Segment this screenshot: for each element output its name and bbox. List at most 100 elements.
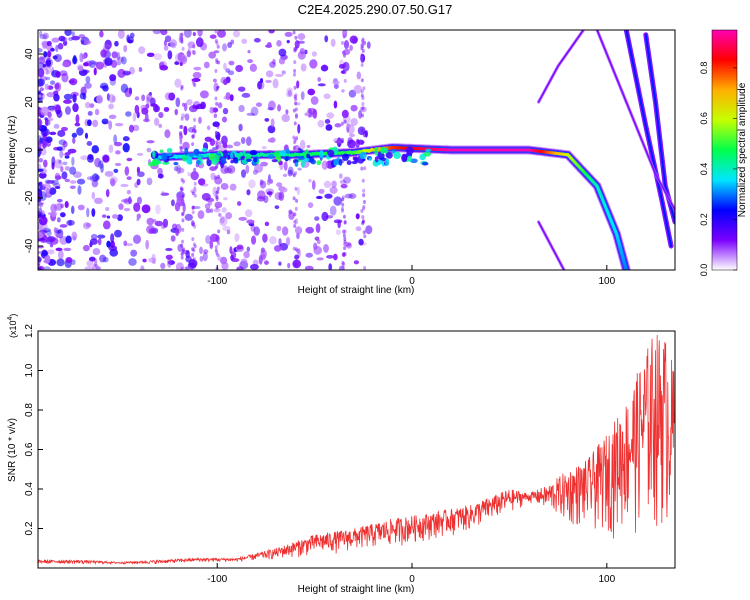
noise-blob — [246, 246, 251, 252]
noise-blob — [55, 229, 62, 234]
noise-blob — [113, 141, 123, 147]
noise-blob — [69, 78, 78, 86]
streak-blob — [342, 34, 346, 39]
noise-blob — [222, 43, 227, 52]
streak-blob — [361, 49, 365, 54]
streak-blob — [217, 174, 221, 179]
noise-blob — [120, 83, 129, 93]
noise-blob — [172, 223, 178, 230]
noise-blob — [246, 189, 251, 196]
noise-blob — [223, 197, 228, 201]
streak-blob — [292, 30, 296, 35]
noise-blob — [223, 78, 228, 86]
noise-blob — [38, 94, 42, 98]
track-blob — [206, 158, 212, 167]
noise-blob — [322, 64, 327, 70]
noise-blob — [267, 125, 276, 134]
noise-blob — [174, 108, 178, 116]
noise-blob — [286, 87, 293, 94]
noise-blob — [353, 260, 360, 265]
noise-blob — [294, 254, 300, 260]
streak-blob — [181, 227, 185, 232]
track-blob — [359, 151, 367, 160]
noise-blob — [132, 124, 140, 132]
track-blob — [297, 156, 305, 161]
colorbar-tick-label: 0.4 — [699, 163, 709, 176]
streak-blob — [193, 193, 197, 198]
track-blob — [185, 156, 193, 165]
noise-blob — [44, 254, 51, 264]
noise-blob — [157, 173, 164, 179]
noise-blob — [115, 150, 121, 155]
track-blob — [401, 153, 407, 163]
noise-blob — [330, 38, 336, 47]
streak-blob — [192, 44, 196, 49]
noise-blob — [273, 245, 282, 252]
noise-blob — [111, 95, 116, 103]
noise-blob — [59, 212, 66, 218]
streak-blob — [181, 218, 185, 223]
noise-blob — [283, 161, 288, 171]
streak-blob — [180, 266, 184, 270]
colorbar-tick-label: 0.8 — [699, 62, 709, 75]
noise-blob — [111, 51, 118, 59]
noise-blob — [125, 243, 134, 247]
track-blob — [304, 157, 310, 163]
noise-blob — [241, 92, 251, 98]
streak-blob — [292, 145, 296, 150]
noise-blob — [56, 217, 61, 223]
noise-blob — [304, 265, 314, 270]
noise-blob — [104, 57, 113, 66]
streak-blob — [292, 72, 296, 77]
streak-blob — [181, 251, 185, 256]
noise-blob — [269, 61, 276, 68]
noise-blob — [86, 155, 94, 163]
noise-blob — [77, 66, 84, 72]
streak-blob — [181, 211, 185, 216]
snr-series — [38, 335, 675, 565]
noise-blob — [236, 201, 242, 206]
streak-blob — [341, 197, 345, 202]
track-blob — [423, 151, 432, 157]
noise-blob — [71, 132, 78, 138]
noise-blob — [64, 30, 72, 37]
streak-blob — [343, 63, 347, 68]
noise-blob — [120, 199, 129, 203]
noise-blob — [153, 53, 163, 61]
noise-blob — [136, 196, 143, 205]
noise-blob — [55, 71, 61, 78]
noise-blob — [174, 53, 184, 63]
y-tick-label: 0.2 — [24, 521, 35, 535]
noise-blob — [315, 223, 321, 234]
track-blob — [393, 151, 401, 159]
noise-blob — [192, 71, 202, 79]
noise-blob — [334, 123, 342, 128]
streak-blob — [192, 129, 196, 134]
noise-blob — [210, 233, 219, 243]
noise-blob — [126, 157, 133, 162]
noise-blob — [126, 176, 132, 181]
streak-blob — [182, 179, 186, 184]
noise-blob — [164, 92, 172, 101]
noise-blob — [174, 61, 180, 66]
noise-blob — [285, 109, 289, 115]
noise-blob — [136, 213, 141, 219]
noise-blob — [105, 189, 110, 198]
noise-blob — [223, 62, 227, 71]
secondary-track-inner — [596, 30, 675, 211]
noise-blob — [140, 265, 145, 270]
noise-blob — [102, 154, 110, 163]
noise-blob — [146, 147, 152, 153]
noise-blob — [43, 266, 52, 270]
noise-blob — [50, 80, 56, 85]
track-blob — [295, 161, 299, 167]
noise-blob — [126, 36, 134, 44]
noise-blob — [349, 133, 355, 138]
noise-blob — [184, 213, 193, 221]
noise-blob — [333, 253, 338, 261]
noise-blob — [288, 209, 293, 214]
streak-blob — [361, 106, 365, 111]
noise-blob — [38, 168, 44, 172]
noise-blob — [257, 190, 266, 200]
noise-blob — [224, 167, 233, 174]
